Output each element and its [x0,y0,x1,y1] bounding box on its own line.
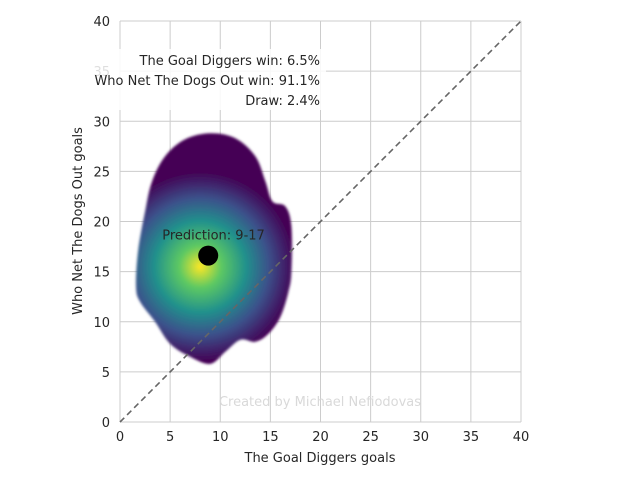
x-tick-label-6: 30 [412,430,429,445]
x-tick-label-7: 35 [463,430,480,445]
y-tick-label-0: 0 [102,416,110,431]
reference-line [119,20,522,423]
y-tick-label-6: 30 [93,115,110,130]
x-tick-label-8: 40 [513,430,530,445]
axis-labels: The Goal Diggers goals Who Net The Dogs … [71,127,396,466]
x-tick-label-5: 25 [362,430,379,445]
y-tick-label-1: 5 [102,366,110,381]
y-tick-label-3: 15 [93,266,110,281]
x-tick-label-2: 10 [212,430,229,445]
diagonal-reference-line [119,20,522,423]
outcome-label-1: Who Net The Dogs Out win: 91.1% [94,74,320,89]
prediction-label: Prediction: 9-17 [162,229,265,244]
x-tick-label-3: 15 [262,430,279,445]
y-tick-label-2: 10 [93,316,110,331]
x-tick-label-4: 20 [312,430,329,445]
y-tick-label-5: 25 [93,165,110,180]
y-tick-label-8: 40 [93,15,110,30]
prediction-point [198,245,219,266]
x-tick-label-1: 5 [166,430,174,445]
y-axis-label: Who Net The Dogs Out goals [71,127,86,315]
outcome-box [80,49,326,110]
x-tick-label-0: 0 [116,430,124,445]
watermark: Created by Michael Nefiodovas [219,395,421,410]
outcome-label-2: Draw: 2.4% [245,94,320,109]
y-tick-label-4: 20 [93,216,110,231]
annotations: Prediction: 9-17 The Goal Diggers win: 6.… [80,49,326,266]
x-axis-label: The Goal Diggers goals [244,451,396,466]
tick-labels: 05101520253035400510152025303540 [93,15,529,445]
outcome-label-0: The Goal Diggers win: 6.5% [139,54,320,69]
